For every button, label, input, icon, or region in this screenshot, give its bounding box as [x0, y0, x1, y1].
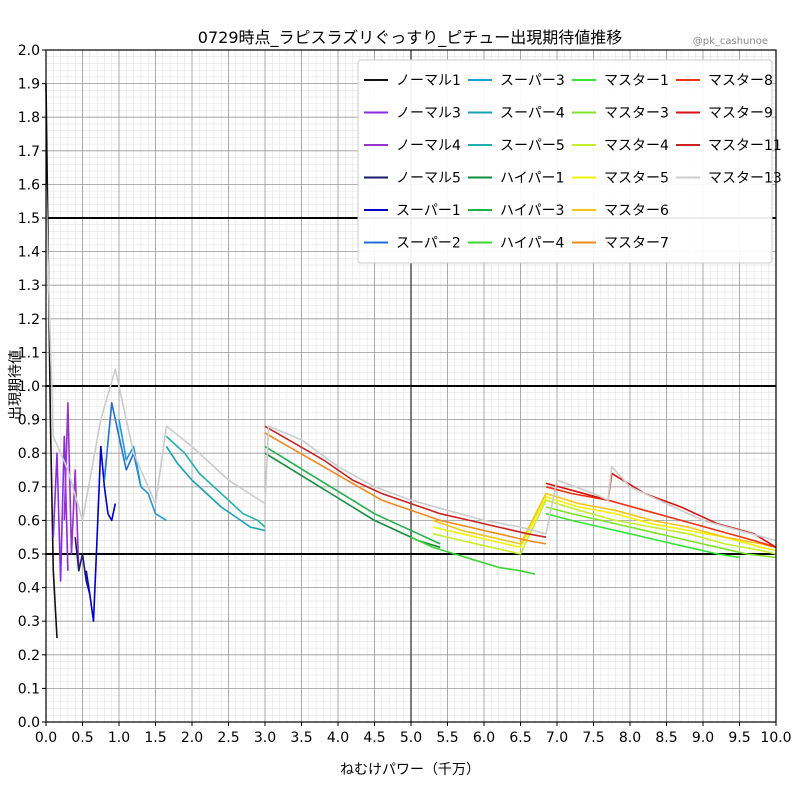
y-tick-label: 0.3: [18, 614, 40, 630]
legend-entry-label: スーパー5: [500, 138, 565, 154]
y-tick-label: 1.9: [18, 77, 40, 93]
y-tick-label: 0.7: [18, 480, 40, 496]
y-tick-label: 1.0: [18, 379, 40, 395]
x-tick-label: 5.5: [436, 730, 458, 746]
y-tick-label: 0.4: [18, 581, 40, 597]
y-tick-label: 0.6: [18, 513, 40, 529]
y-tick-label: 1.6: [18, 177, 40, 193]
x-tick-label: 3.5: [290, 730, 312, 746]
y-tick-label: 1.5: [18, 211, 40, 227]
series-line: [432, 499, 777, 555]
series-line: [264, 432, 547, 545]
x-tick-label: 7.5: [582, 730, 604, 746]
legend-entry-label: スーパー2: [396, 236, 461, 252]
legend-entry-label: ハイパー4: [500, 236, 564, 252]
x-tick-label: 8.5: [655, 730, 677, 746]
legend-box: [357, 59, 773, 264]
series-line: [432, 492, 777, 549]
series-line: [165, 446, 266, 532]
series-line: [63, 401, 80, 571]
credit-text: @pk_cashunoe: [693, 36, 768, 47]
legend-entry-label: ノーマル1: [396, 73, 461, 89]
legend-entry-label: マスター13: [708, 171, 782, 187]
legend-entry-label: マスター4: [604, 138, 669, 154]
series-line: [545, 512, 740, 559]
y-axis-label: 出現期待値: [8, 350, 24, 420]
x-tick-label: 0.5: [71, 730, 93, 746]
x-tick-label: 3.0: [254, 730, 276, 746]
x-tick-label: 6.5: [509, 730, 531, 746]
series-line: [85, 445, 117, 623]
legend-entry-label: マスター11: [708, 138, 782, 154]
x-tick-label: 4.0: [327, 730, 349, 746]
legend-entry-label: マスター5: [604, 171, 669, 187]
y-tick-label: 0.9: [18, 413, 40, 429]
x-tick-label: 7.0: [546, 730, 568, 746]
x-tick-label: 4.5: [363, 730, 385, 746]
x-tick-label: 6.0: [473, 730, 495, 746]
legend-entry-label: マスター6: [604, 203, 669, 219]
x-tick-label: 1.0: [108, 730, 130, 746]
y-tick-label: 0.8: [18, 446, 40, 462]
legend-entry-label: ハイパー1: [500, 171, 564, 187]
y-tick-label: 1.1: [18, 345, 40, 361]
x-axis-label: ねむけパワー（千万）: [340, 762, 480, 778]
legend-entry-label: マスター9: [708, 106, 773, 122]
legend-entry-label: マスター1: [604, 73, 669, 89]
y-tick-label: 1.4: [18, 245, 40, 261]
series-line: [74, 537, 91, 595]
legend: ノーマル1 ノーマル3 ノーマル4 ノーマル5 スーパー1 スーパー2 スーパー3 スーパー4…: [357, 59, 782, 264]
x-tick-label: 0.0: [35, 730, 57, 746]
legend-entry-label: スーパー1: [396, 203, 461, 219]
series-lines: [45, 83, 777, 639]
legend-entry-label: ノーマル4: [396, 138, 461, 154]
series-line: [45, 83, 58, 639]
x-axis-ticks: 0.0 0.5 1.0 1.5 2.0 2.5 3.0 3.5 4.0 4.5 5.0 5.5 6.0 6…: [35, 722, 792, 746]
y-tick-label: 1.7: [18, 144, 40, 160]
legend-entry-label: ハイパー3: [500, 203, 564, 219]
y-tick-label: 0.1: [18, 681, 40, 697]
series-line: [118, 419, 167, 522]
legend-entry-label: マスター7: [604, 236, 669, 252]
x-tick-label: 10.0: [760, 730, 791, 746]
y-tick-label: 2.0: [18, 43, 40, 59]
x-tick-label: 1.5: [144, 730, 166, 746]
legend-entry-label: マスター8: [708, 73, 773, 89]
series-line: [264, 425, 547, 538]
y-tick-label: 1.8: [18, 110, 40, 126]
series-line: [103, 401, 142, 487]
legend-entry-label: ノーマル5: [396, 171, 461, 187]
x-tick-label: 5.0: [400, 730, 422, 746]
legend-entry-label: マスター3: [604, 106, 669, 122]
y-tick-label: 0.5: [18, 547, 40, 563]
series-line: [264, 445, 441, 545]
x-tick-label: 9.0: [692, 730, 714, 746]
series-line: [410, 536, 536, 575]
series-line: [545, 486, 777, 549]
series-line: [45, 184, 777, 542]
x-tick-label: 2.0: [181, 730, 203, 746]
legend-entry-label: スーパー3: [500, 73, 565, 89]
x-tick-label: 2.5: [217, 730, 239, 746]
y-tick-label: 1.3: [18, 278, 40, 294]
series-line: [545, 506, 777, 559]
y-tick-label: 1.2: [18, 312, 40, 328]
y-axis-ticks: 0.0 0.1 0.2 0.3 0.4 0.5 0.6 0.7 0.8 0.9 1.0 1.1 1.2 1…: [18, 43, 46, 731]
chart-title: 0729時点_ラピスラズリぐっすり_ピチュー出現期待値推移: [198, 28, 622, 48]
x-tick-label: 9.5: [728, 730, 750, 746]
y-tick-label: 0.0: [18, 715, 40, 731]
y-tick-label: 0.2: [18, 648, 40, 664]
legend-entry-label: スーパー4: [500, 106, 565, 122]
legend-entry-label: ノーマル3: [396, 106, 461, 122]
x-tick-label: 8.0: [619, 730, 641, 746]
series-line: [165, 435, 266, 528]
